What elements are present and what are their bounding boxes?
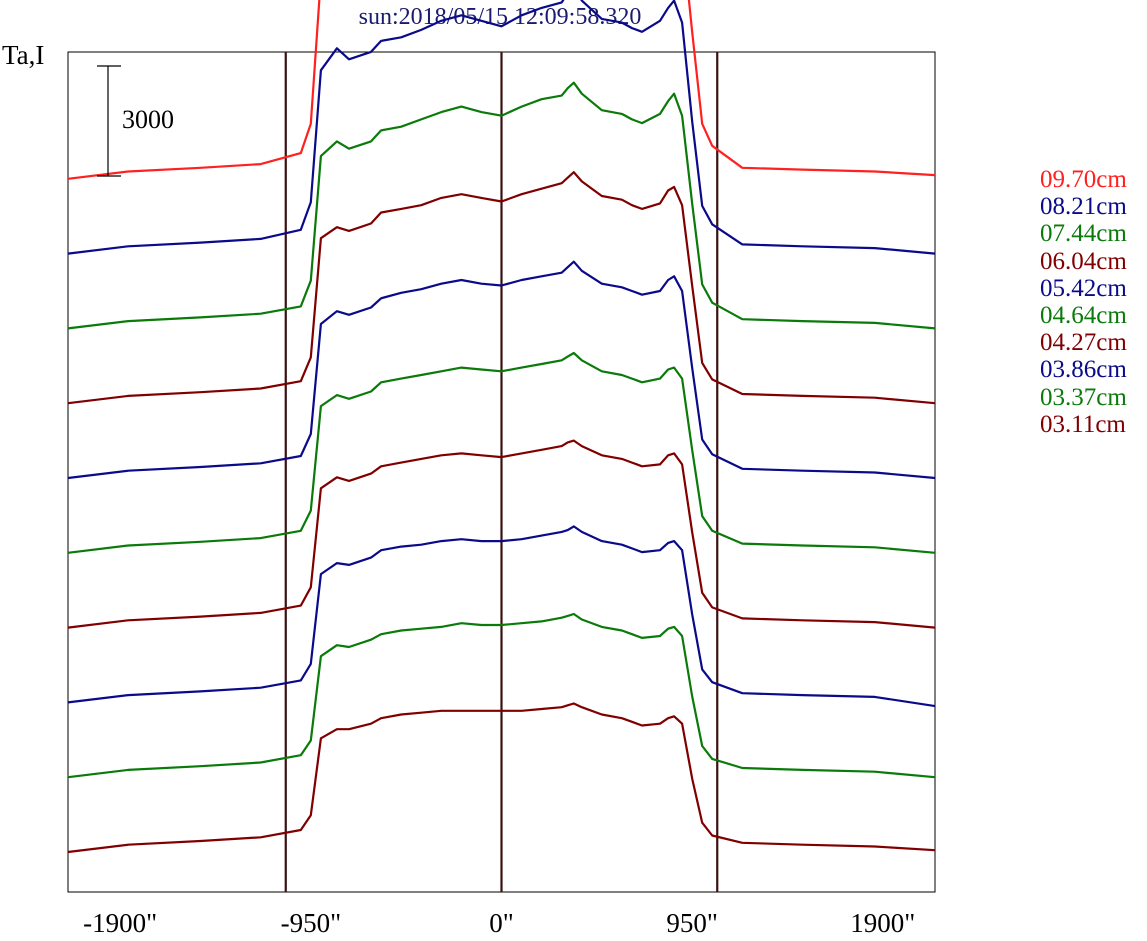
series-line-03.11cm [67, 702, 936, 854]
series-line-03.86cm [67, 525, 936, 708]
series-line-03.37cm [67, 612, 936, 779]
x-tick-label: 1900" [850, 908, 915, 938]
legend-item: 05.42cm [1040, 274, 1127, 302]
legend: 09.70cm 08.21cm 07.44cm 06.04cm 05.42cm 04.64… [1040, 166, 1127, 438]
series-line-07.44cm [67, 81, 936, 330]
series-line-04.27cm [67, 439, 936, 629]
series-line-08.21cm [67, 0, 936, 255]
scale-bar: 3000 [97, 65, 174, 177]
legend-item: 03.11cm [1040, 410, 1126, 438]
legend-item: 06.04cm [1040, 247, 1127, 275]
scale-bar-label: 3000 [122, 105, 174, 134]
x-tick-label: 950" [666, 908, 718, 938]
x-tick-label: -1900" [83, 908, 157, 938]
legend-item: 04.64cm [1040, 301, 1127, 329]
legend-item: 04.27cm [1040, 329, 1127, 357]
legend-item: 07.44cm [1040, 220, 1127, 248]
x-tick-label: -950" [281, 908, 342, 938]
legend-item: 08.21cm [1040, 193, 1127, 221]
y-axis-label: Ta,I [2, 40, 45, 70]
x-tick-label: 0" [489, 908, 514, 938]
legend-item: 09.70cm [1040, 166, 1127, 193]
series-line-09.70cm [67, 0, 936, 180]
series-line-06.04cm [67, 171, 936, 405]
series-line-04.64cm [67, 351, 936, 554]
legend-item: 03.86cm [1040, 356, 1127, 384]
series-line-05.42cm [67, 260, 936, 480]
legend-item: 03.37cm [1040, 383, 1127, 411]
